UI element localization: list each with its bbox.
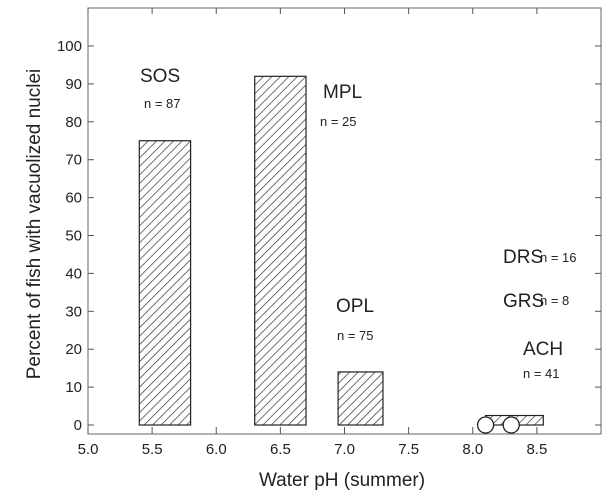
x-tick-label: 7.5 (398, 441, 419, 458)
x-tick-label: 5.5 (142, 441, 163, 458)
x-axis-ticks: 5.0 5.5 6.0 6.5 7.0 7.5 8.0 8.5 (78, 8, 547, 458)
n-label-opl: n = 75 (337, 328, 374, 343)
y-tick-label: 70 (65, 152, 82, 169)
y-tick-label: 10 (65, 379, 82, 396)
x-tick-label: 5.0 (78, 441, 99, 458)
bar-sos (138, 140, 192, 426)
x-tick-label: 8.5 (526, 441, 547, 458)
y-tick-label: 100 (57, 38, 82, 55)
x-tick-label: 6.0 (206, 441, 227, 458)
y-tick-label: 60 (65, 190, 82, 207)
y-tick-label: 30 (65, 303, 82, 320)
n-label-grs: n = 8 (540, 293, 569, 308)
zero-value-markers (476, 416, 520, 434)
site-label-grs: GRS (503, 291, 544, 312)
bar-mpl (254, 75, 307, 426)
x-tick-label: 7.0 (334, 441, 355, 458)
y-tick-label: 20 (65, 341, 82, 358)
bar-series (138, 75, 544, 426)
site-label-mpl: MPL (323, 82, 362, 103)
bar-opl (337, 371, 384, 426)
n-label-sos: n = 87 (144, 96, 181, 111)
site-label-sos: SOS (140, 66, 180, 87)
x-tick-label: 6.5 (270, 441, 291, 458)
y-axis-ticks: 0 10 20 30 40 50 60 70 80 90 100 (57, 38, 601, 434)
y-tick-label: 40 (65, 265, 82, 282)
x-tick-label: 8.0 (462, 441, 483, 458)
n-label-ach: n = 41 (523, 366, 560, 381)
y-tick-label: 80 (65, 114, 82, 131)
n-label-drs: n = 16 (540, 250, 577, 265)
site-label-opl: OPL (336, 296, 374, 317)
y-tick-label: 0 (74, 417, 82, 434)
site-label-ach: ACH (523, 339, 563, 360)
x-axis-title: Water pH (summer) (259, 470, 425, 491)
y-tick-label: 50 (65, 228, 82, 245)
marker-drs (476, 416, 495, 434)
y-tick-label: 90 (65, 76, 82, 93)
y-axis-title: Percent of fish with vacuolized nuclei (24, 69, 45, 380)
n-label-mpl: n = 25 (320, 114, 357, 129)
site-label-drs: DRS (503, 247, 543, 268)
marker-grs (502, 416, 520, 434)
